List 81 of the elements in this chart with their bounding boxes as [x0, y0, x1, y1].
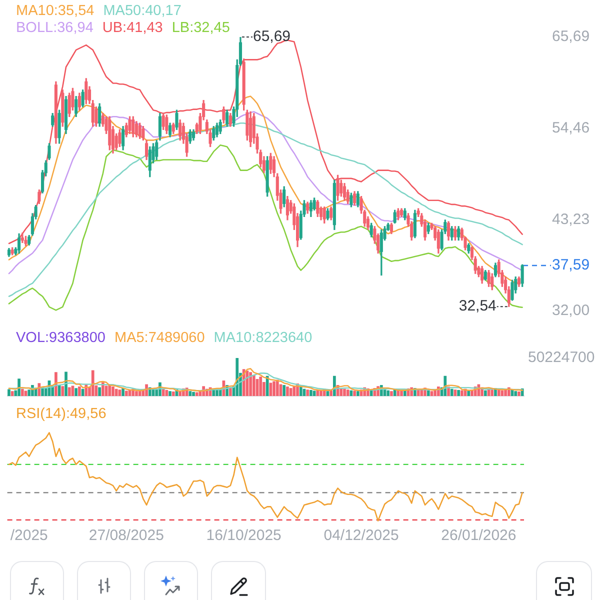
bar — [68, 387, 71, 396]
text: LB:32,45 — [172, 20, 230, 36]
y-tick-label: 65,69 — [552, 28, 590, 46]
bar — [266, 376, 269, 396]
bar — [112, 386, 114, 396]
bar — [356, 391, 360, 396]
x-tick-label: 16/10/2025 — [206, 526, 282, 544]
bar — [426, 390, 430, 396]
series-label: RSI(14):49,56 — [16, 406, 106, 422]
bar — [386, 390, 390, 396]
x-tick-label: /2025 — [10, 526, 48, 544]
bar — [299, 386, 302, 396]
bar — [249, 372, 252, 396]
bar — [346, 390, 350, 396]
bar — [286, 386, 289, 396]
bar — [124, 390, 128, 396]
x-tick-label: 27/08/2025 — [88, 526, 164, 544]
bar — [390, 391, 393, 396]
bar — [353, 390, 356, 396]
bar — [420, 390, 424, 396]
bar — [400, 390, 403, 396]
bar — [259, 376, 262, 396]
bar — [460, 390, 464, 396]
bar — [122, 388, 124, 396]
bar — [228, 387, 232, 396]
y-tick-label: 32,00 — [552, 302, 590, 320]
bar — [74, 388, 78, 396]
bar — [135, 391, 138, 396]
text: MA5:7489060 — [114, 330, 205, 346]
bar — [343, 388, 346, 396]
series-label: VOL:9363800 — [16, 330, 106, 346]
bar — [282, 385, 286, 396]
annotation: 65,69 — [252, 28, 291, 46]
bar — [18, 378, 20, 396]
bar — [484, 390, 487, 396]
bar — [403, 390, 406, 396]
bar — [20, 388, 24, 396]
bar — [292, 386, 296, 396]
bar — [467, 390, 470, 396]
bar — [514, 391, 518, 396]
bar — [312, 390, 316, 396]
annotation: 32,54 — [458, 298, 496, 315]
bar — [236, 358, 239, 396]
bar — [24, 390, 28, 396]
text: 50224700 — [528, 349, 595, 366]
bar — [61, 386, 64, 396]
y-tick-label: 54,46 — [552, 119, 590, 136]
bar — [165, 390, 168, 396]
bar — [168, 391, 172, 396]
ref-line-label: 37,59 — [552, 256, 590, 274]
bar — [114, 388, 118, 396]
bar — [10, 391, 14, 396]
text: MA50:40,17 — [103, 3, 182, 19]
x-tick-label: 04/12/2025 — [324, 526, 399, 544]
text: MA10:8223640 — [214, 330, 312, 346]
text: BOLL:36,94 — [16, 20, 94, 36]
bar — [192, 392, 195, 396]
bar — [320, 390, 322, 396]
series-label: UB:41,43 — [102, 20, 163, 36]
bar — [272, 381, 276, 396]
bar — [252, 375, 256, 396]
text: MA10:35,54 — [16, 3, 94, 19]
bar — [457, 390, 460, 396]
bar — [490, 390, 494, 396]
bar — [172, 391, 175, 396]
bar — [78, 386, 81, 396]
x-tick-label: 26/01/2026 — [441, 526, 516, 544]
y-tick-label: 43,23 — [552, 210, 590, 228]
bar — [91, 370, 94, 396]
bar — [195, 392, 198, 396]
bar — [188, 391, 192, 396]
bar — [306, 390, 310, 396]
bar — [330, 390, 333, 396]
bar — [64, 372, 68, 396]
bar — [450, 388, 454, 396]
bar — [8, 389, 10, 396]
bar — [310, 390, 312, 396]
bar — [276, 380, 279, 396]
bar — [98, 387, 101, 396]
bar — [518, 391, 520, 396]
bar — [370, 390, 373, 396]
